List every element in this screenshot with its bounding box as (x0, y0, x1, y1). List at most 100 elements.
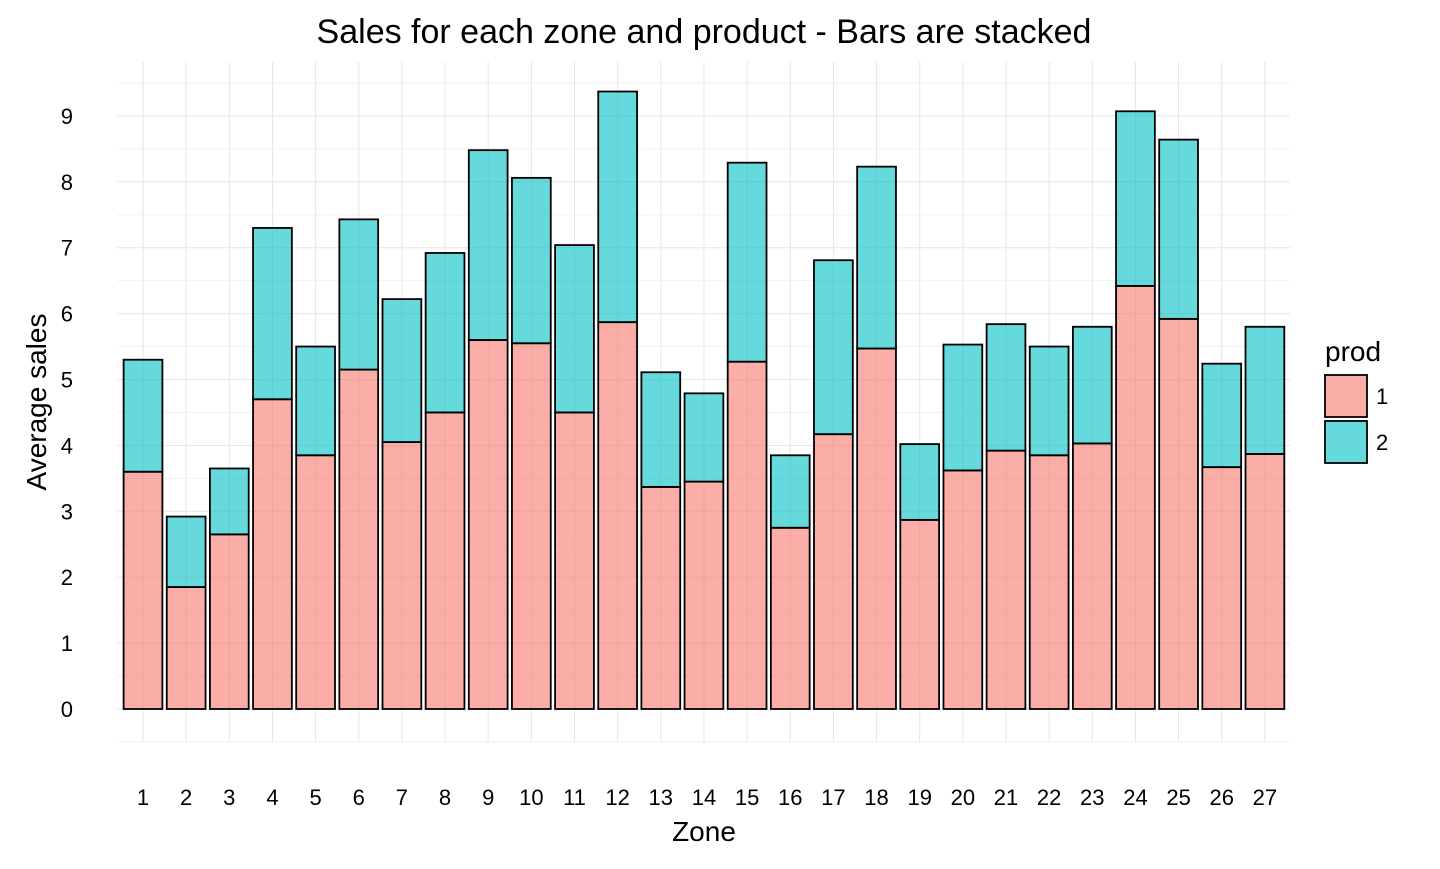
bar-zone-13-prod-1 (640, 486, 682, 710)
x-tick-label: 8 (439, 785, 451, 810)
bar-zone-25-prod-1 (1158, 317, 1199, 710)
x-tick-label: 14 (692, 785, 716, 810)
x-axis-title: Zone (672, 816, 736, 847)
bar-zone-21-prod-1 (985, 449, 1027, 710)
x-tick-label: 16 (778, 785, 802, 810)
bar-zone-22-prod-1 (1028, 454, 1070, 710)
y-tick-label: 3 (61, 499, 73, 524)
bar-zone-1-prod-2 (122, 358, 164, 473)
bar-zone-23-prod-2 (1072, 325, 1113, 445)
bar-zone-11-prod-1 (554, 411, 595, 710)
bar-zone-11-prod-2 (554, 244, 595, 414)
x-tick-label: 3 (223, 785, 235, 810)
bar-zone-10-prod-1 (511, 342, 552, 710)
bar-zone-23-prod-1 (1072, 442, 1113, 710)
bar-zone-9-prod-2 (467, 149, 509, 341)
bar-zone-14-prod-2 (683, 392, 725, 483)
bar-zone-6-prod-2 (338, 218, 380, 371)
bar-zone-18-prod-1 (856, 347, 897, 710)
bar-zone-7-prod-2 (381, 298, 423, 444)
bar-zone-18-prod-2 (856, 165, 897, 350)
y-tick-label: 8 (61, 170, 73, 195)
bar-zone-16-prod-2 (769, 454, 811, 529)
x-tick-label: 1 (137, 785, 149, 810)
bar-zone-20-prod-1 (942, 469, 984, 710)
bar-zone-19-prod-1 (899, 518, 940, 710)
bar-zone-9-prod-1 (467, 339, 509, 710)
bar-zone-8-prod-1 (424, 411, 466, 710)
bars (122, 90, 1286, 710)
bar-zone-24-prod-2 (1115, 110, 1156, 287)
legend: prod 12 (1324, 336, 1388, 464)
x-tick-label: 15 (735, 785, 759, 810)
bar-zone-25-prod-2 (1158, 138, 1199, 320)
bar-zone-20-prod-2 (942, 343, 984, 472)
x-tick-label: 17 (821, 785, 845, 810)
bar-zone-21-prod-2 (985, 323, 1027, 452)
x-tick-label: 5 (309, 785, 321, 810)
bar-zone-24-prod-1 (1115, 285, 1156, 710)
bar-zone-26-prod-1 (1201, 466, 1243, 710)
bar-zone-22-prod-2 (1028, 345, 1070, 457)
x-tick-label: 22 (1037, 785, 1061, 810)
y-tick-label: 1 (61, 631, 73, 656)
bar-zone-12-prod-2 (597, 90, 638, 324)
legend-title: prod (1325, 336, 1381, 367)
bar-zone-13-prod-2 (640, 371, 682, 488)
legend-label-1: 1 (1376, 384, 1388, 409)
x-tick-label: 18 (864, 785, 888, 810)
bar-zone-15-prod-1 (726, 360, 768, 710)
x-tick-label: 13 (649, 785, 673, 810)
bar-zone-3-prod-1 (208, 533, 250, 710)
bar-zone-17-prod-2 (813, 259, 854, 436)
bar-zone-27-prod-1 (1244, 453, 1286, 710)
x-tick-label: 7 (396, 785, 408, 810)
x-tick-label: 12 (605, 785, 629, 810)
y-tick-label: 0 (61, 697, 73, 722)
x-tick-label: 23 (1080, 785, 1104, 810)
bar-zone-17-prod-1 (813, 433, 854, 710)
bar-zone-10-prod-2 (511, 176, 552, 345)
x-tick-label: 11 (563, 785, 586, 810)
bar-zone-6-prod-1 (338, 368, 380, 710)
bar-zone-1-prod-1 (122, 470, 164, 710)
bar-zone-12-prod-1 (597, 321, 638, 710)
x-tick-label: 10 (519, 785, 543, 810)
legend-key-2 (1324, 420, 1368, 464)
x-tick-label: 26 (1210, 785, 1234, 810)
legend-label-2: 2 (1376, 430, 1388, 455)
y-tick-label: 9 (61, 104, 73, 129)
bar-zone-27-prod-2 (1244, 325, 1286, 455)
bar-zone-2-prod-1 (165, 586, 207, 710)
bar-zone-5-prod-1 (295, 454, 336, 710)
bar-zone-3-prod-2 (208, 467, 250, 536)
bar-zone-26-prod-2 (1201, 362, 1243, 469)
bar-zone-4-prod-1 (252, 398, 293, 710)
legend-items: 12 (1324, 374, 1388, 464)
bar-zone-16-prod-1 (769, 526, 811, 710)
bar-zone-19-prod-2 (899, 443, 940, 521)
bar-zone-14-prod-1 (683, 480, 725, 710)
x-tick-label: 20 (951, 785, 975, 810)
x-tick-label: 2 (180, 785, 192, 810)
bar-zone-2-prod-2 (165, 515, 207, 588)
x-tick-label: 4 (266, 785, 278, 810)
bar-zone-15-prod-2 (726, 161, 768, 363)
y-tick-label: 7 (61, 236, 73, 261)
bar-zone-7-prod-1 (381, 441, 423, 710)
x-tick-label: 24 (1123, 785, 1147, 810)
x-tick-label: 19 (907, 785, 931, 810)
y-tick-label: 4 (61, 433, 73, 458)
legend-key-1 (1324, 374, 1368, 418)
bar-zone-5-prod-2 (295, 345, 336, 457)
x-tick-label: 21 (994, 785, 1018, 810)
x-tick-label: 25 (1166, 785, 1190, 810)
y-tick-label: 5 (61, 368, 73, 393)
bar-zone-4-prod-2 (252, 227, 293, 401)
y-tick-label: 2 (61, 565, 73, 590)
bar-zone-8-prod-2 (424, 252, 466, 414)
y-tick-label: 6 (61, 302, 73, 327)
y-axis-title: Average sales (21, 314, 52, 491)
